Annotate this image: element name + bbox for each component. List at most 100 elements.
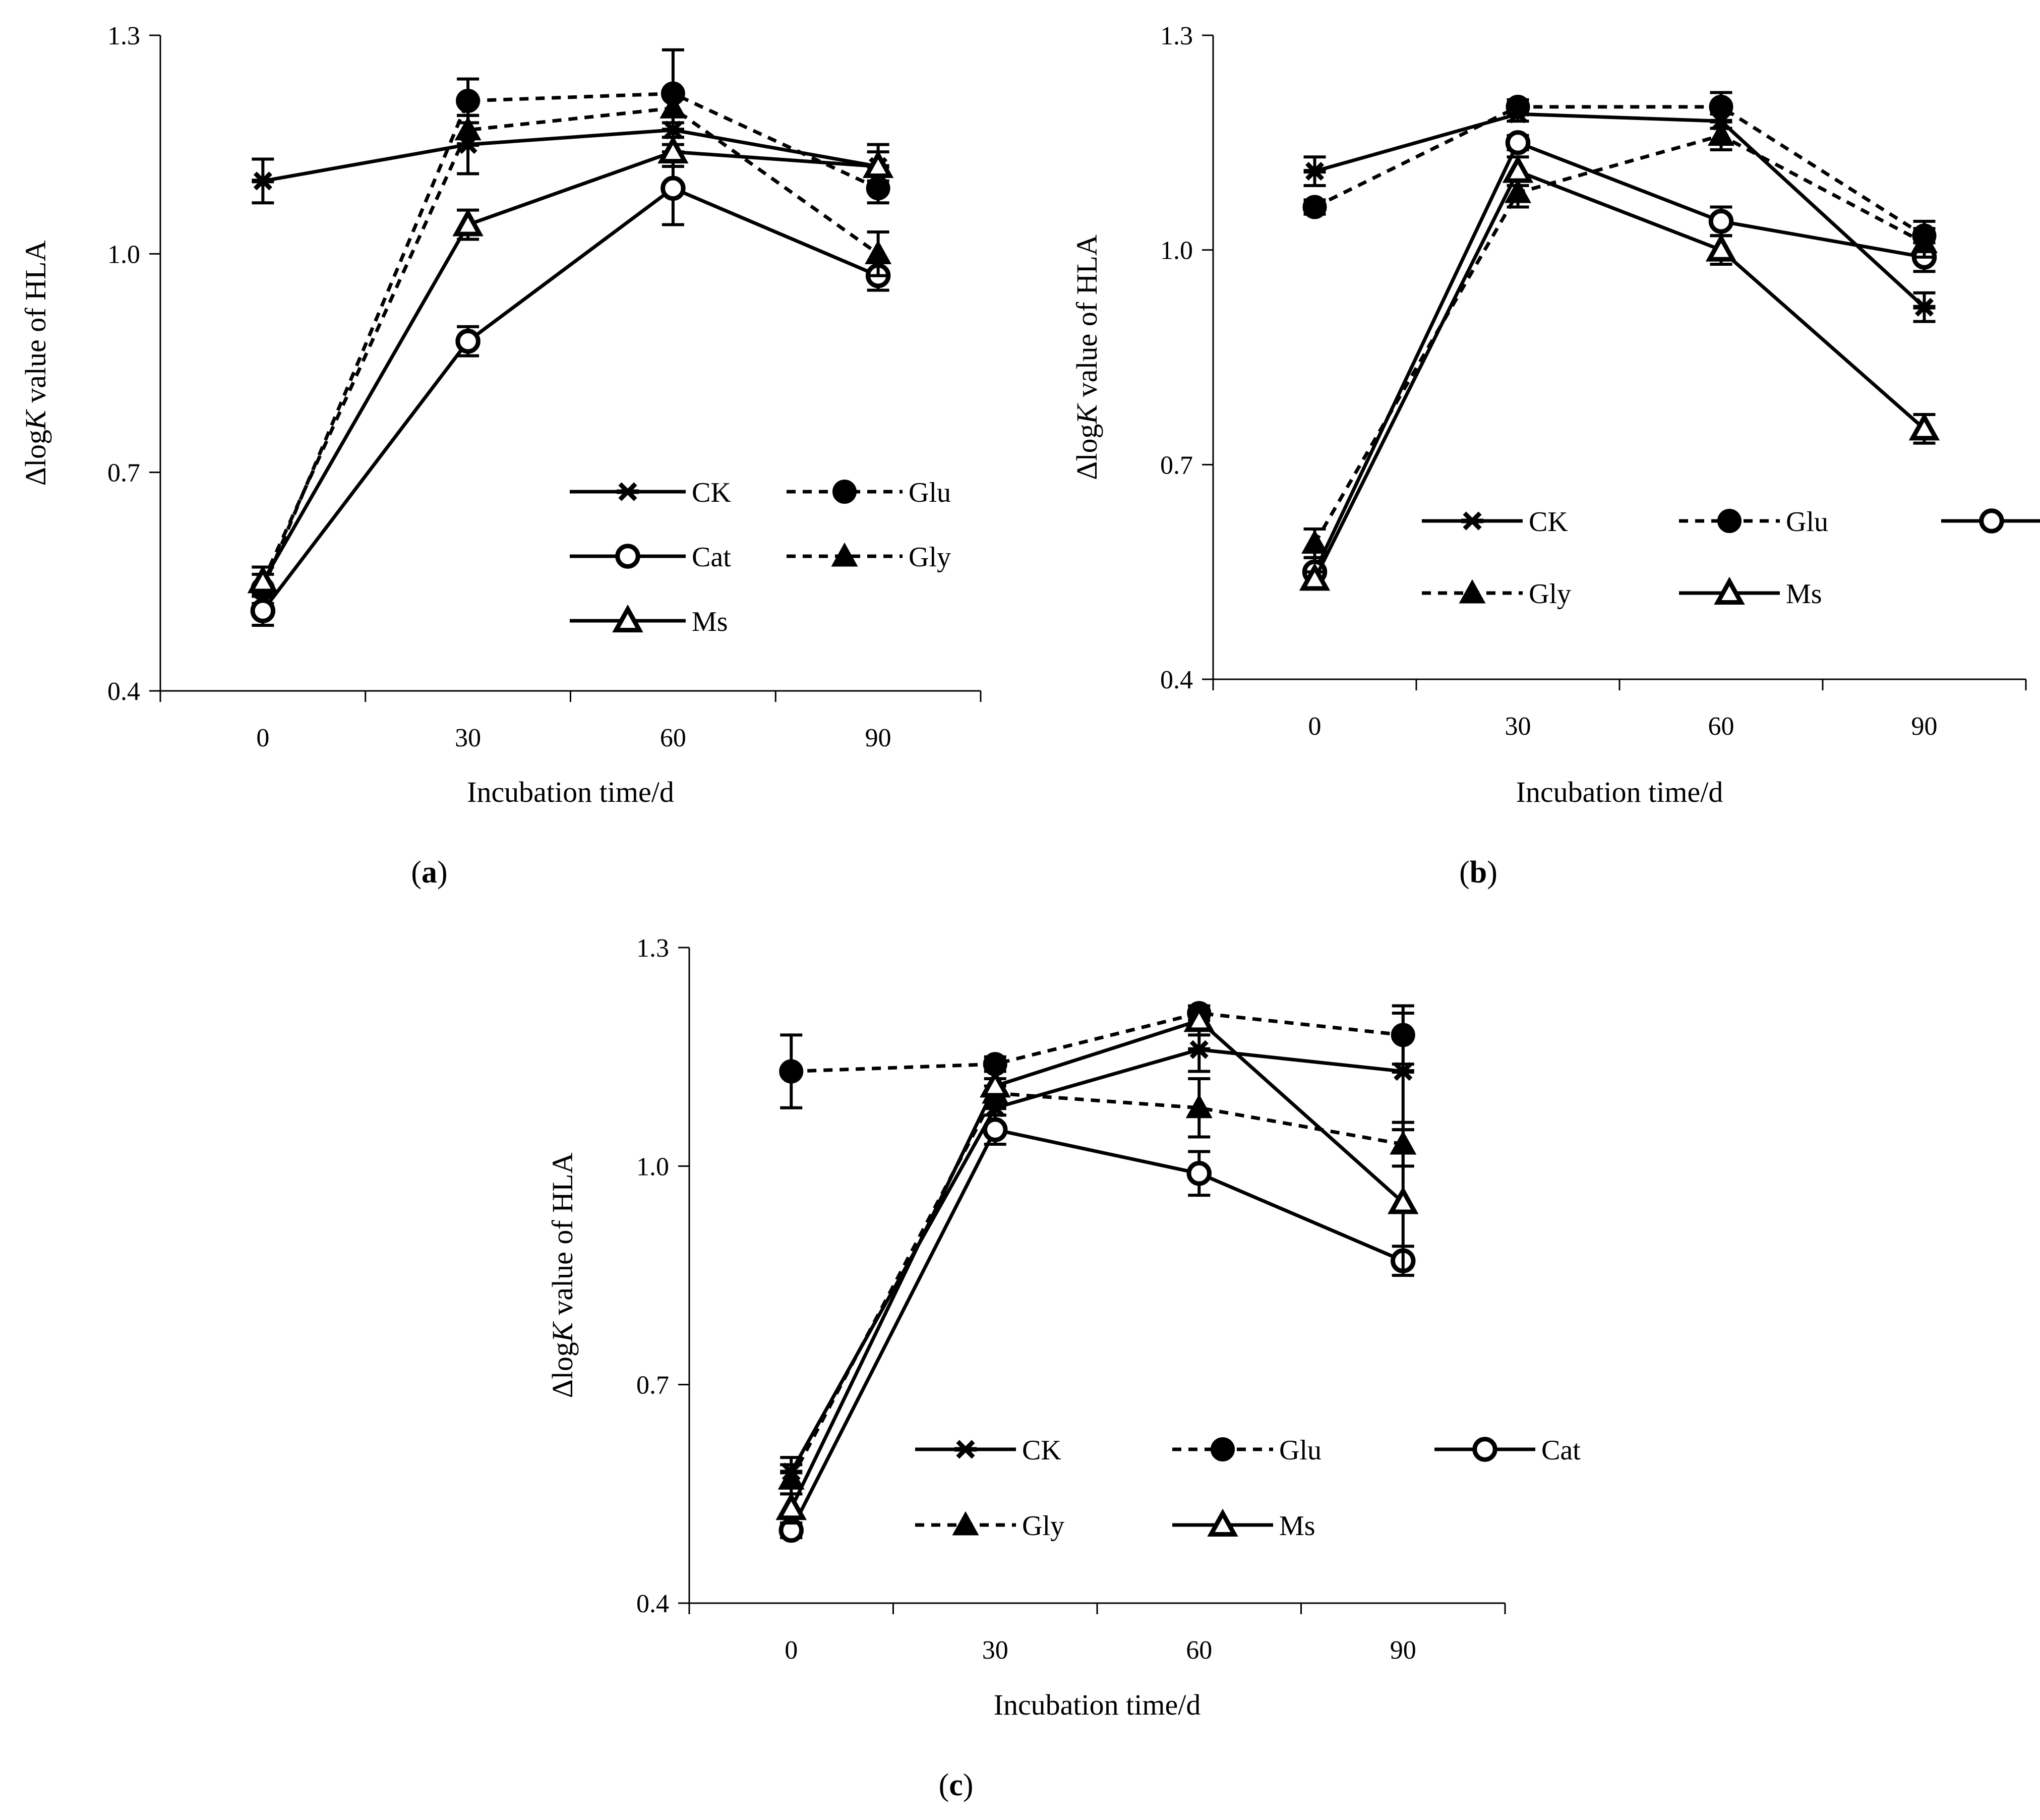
data-point-gly <box>1505 179 1531 203</box>
panel-label-letter: a <box>422 855 437 890</box>
data-point-ms <box>452 208 484 237</box>
legend-marker-glu <box>1211 1437 1235 1461</box>
legend-label: Cat <box>1541 1435 1581 1466</box>
x-tick-label: 0 <box>1308 712 1322 741</box>
data-point-ck <box>1913 298 1936 317</box>
data-point-glu <box>1391 1023 1415 1047</box>
legend-marker-ck <box>1461 511 1483 531</box>
legend-item-glu: Glu <box>787 477 951 508</box>
data-point-glu <box>1506 94 1530 119</box>
legend-item-gly: Gly <box>787 542 951 573</box>
legend-item-ck: CK <box>915 1435 1061 1466</box>
legend-item-ck: CK <box>570 477 731 508</box>
legend-label: Glu <box>909 477 951 508</box>
panel-label-open: ( <box>1459 855 1470 890</box>
panel-label-close: ) <box>963 1768 974 1802</box>
panel-c: 0.4 0.7 1.0 1.3 0 30 60 90 Incubation time/d Δlog… <box>546 934 1581 1802</box>
data-point-ms <box>775 1492 807 1520</box>
data-point-ms <box>1705 233 1737 262</box>
series-glu <box>1302 91 1937 252</box>
y-tick-label: 0.4 <box>636 1590 669 1618</box>
data-point-cat <box>250 598 276 623</box>
legend-label: CK <box>692 477 731 508</box>
panel-label-close: ) <box>1487 855 1497 890</box>
y-axis-label-part: value of HLA <box>1070 234 1103 404</box>
y-axis-label: ΔlogK value of HLA <box>19 241 52 486</box>
data-point-ms <box>1908 413 1940 441</box>
data-point-cat <box>455 328 481 354</box>
y-tick-label: 0.4 <box>1160 666 1193 694</box>
series-line-cat <box>261 186 879 612</box>
legend-label: Glu <box>1786 506 1828 538</box>
legend-item-ms: Ms <box>570 604 728 637</box>
x-axis-label: Incubation time/d <box>994 1688 1201 1721</box>
y-axis-label: ΔlogK value of HLA <box>546 1153 579 1398</box>
panel-label-letter: c <box>949 1768 963 1802</box>
y-tick-label: 0.7 <box>636 1371 669 1400</box>
legend-marker-ms <box>612 604 643 632</box>
legend-item-cat: Cat <box>1434 1435 1581 1466</box>
panel-label: (b) <box>1459 855 1497 890</box>
legend-label: Ms <box>692 606 728 637</box>
y-axis-label-part: value of HLA <box>546 1153 579 1323</box>
legend-marker-glu <box>832 480 857 504</box>
legend-marker-cat <box>1472 1437 1497 1462</box>
legend-marker-gly <box>952 1511 979 1536</box>
panel-label-open: ( <box>411 855 422 890</box>
y-axis-label-part: Δlog <box>546 1342 579 1398</box>
data-point-ck <box>1188 1040 1211 1059</box>
series-line-ms <box>261 150 878 583</box>
data-point-ck <box>1303 162 1326 181</box>
y-axis-label: ΔlogK value of HLA <box>1070 234 1103 480</box>
legend-marker-gly <box>831 542 858 567</box>
legend-item-gly: Gly <box>915 1510 1064 1542</box>
x-tick-label: 60 <box>660 724 686 752</box>
y-tick-label: 1.3 <box>1160 22 1193 50</box>
y-axis-label-part: Δlog <box>19 430 52 486</box>
data-point-glu <box>1709 94 1733 119</box>
data-point-cat <box>661 175 686 201</box>
series-line-ck <box>790 1047 1404 1473</box>
panel-label: (c) <box>939 1768 974 1802</box>
series-cat <box>1302 130 1937 588</box>
panel-b: 0.4 0.7 1.0 1.3 0 30 60 90 Incubation time/d Δlog… <box>1070 22 2040 890</box>
panel-label-close: ) <box>437 855 448 890</box>
legend-item-glu: Glu <box>1679 506 1828 538</box>
legend-item-ck: CK <box>1422 506 1568 538</box>
data-point-ms <box>247 565 279 594</box>
panel-label: (a) <box>411 855 447 890</box>
x-tick-label: 30 <box>982 1636 1008 1665</box>
data-point-gly <box>1708 122 1734 146</box>
y-tick-label: 0.4 <box>107 677 140 706</box>
series-line-gly <box>790 1091 1404 1481</box>
legend-item-ms: Ms <box>1172 1508 1315 1542</box>
legend-label: Ms <box>1279 1510 1315 1542</box>
legend-marker-ms <box>1714 576 1745 605</box>
y-tick-label: 1.0 <box>107 240 140 269</box>
legend-marker-ck <box>617 482 639 501</box>
data-point-gly <box>865 240 892 264</box>
data-point-glu <box>456 89 481 113</box>
data-point-glu <box>1302 195 1327 219</box>
series-glu <box>251 48 890 605</box>
data-point-glu <box>779 1059 804 1084</box>
data-point-cat <box>983 1117 1008 1142</box>
legend-marker-ms <box>1207 1508 1238 1537</box>
legend-marker-glu <box>1717 509 1742 533</box>
series-gly <box>249 92 892 598</box>
series-line-glu <box>1313 105 1926 238</box>
series-line-glu <box>261 92 879 590</box>
series-line-gly <box>1313 134 1926 545</box>
series-line-ms <box>790 1018 1405 1509</box>
data-point-ck <box>1392 1062 1414 1081</box>
y-tick-label: 1.3 <box>636 934 669 963</box>
data-point-gly <box>1185 1094 1213 1119</box>
series-ms <box>775 1004 1419 1525</box>
x-axis-label: Incubation time/d <box>1516 776 1723 808</box>
legend-label: Cat <box>692 542 731 573</box>
legend: CK Glu Cat Gly Ms <box>570 477 951 637</box>
x-tick-label: 30 <box>455 724 481 752</box>
x-tick-label: 90 <box>1911 712 1938 741</box>
legend-label: Gly <box>1022 1510 1064 1542</box>
